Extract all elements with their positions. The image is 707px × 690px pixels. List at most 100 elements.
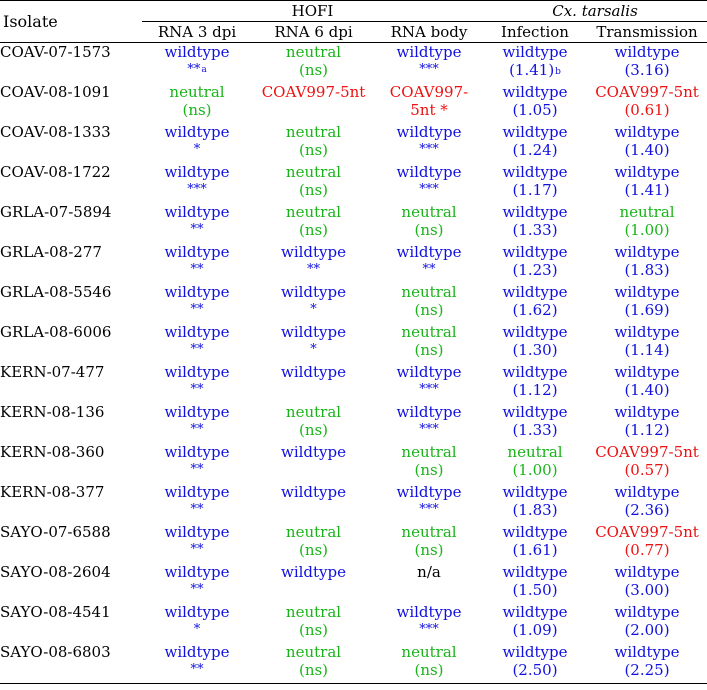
significance-label: ** bbox=[190, 262, 204, 277]
result-cell: wildtype ** bbox=[142, 403, 252, 443]
isolate-name: COAV-08-1722 bbox=[0, 163, 111, 181]
significance-label: *** bbox=[419, 182, 439, 197]
result-label: neutral bbox=[169, 83, 225, 101]
table-row: COAV-08-1333 wildtype * neutral (ns) wildtype… bbox=[0, 123, 707, 163]
isolate-name: SAYO-07-6588 bbox=[0, 523, 111, 541]
significance-label: (ns) bbox=[414, 221, 444, 239]
significance-label: (1.69) bbox=[624, 301, 670, 319]
result-label: wildtype bbox=[164, 203, 230, 221]
result-label: neutral bbox=[285, 523, 342, 541]
result-label: wildtype bbox=[164, 283, 230, 301]
result-label: wildtype bbox=[502, 203, 568, 221]
result-label: neutral bbox=[285, 603, 342, 621]
result-label: wildtype bbox=[502, 323, 568, 341]
result-label: wildtype bbox=[614, 363, 680, 381]
result-cell: wildtype bbox=[252, 443, 375, 483]
result-label: wildtype bbox=[280, 283, 347, 301]
significance-label: ** bbox=[422, 262, 436, 277]
significance-label: (ns) bbox=[298, 621, 329, 639]
significance-label: (1.00) bbox=[624, 221, 670, 239]
result-label: wildtype bbox=[502, 563, 568, 581]
significance-label: (1.12) bbox=[624, 421, 670, 439]
significance-label: ** bbox=[307, 262, 320, 277]
result-label: COAV997- bbox=[389, 83, 469, 101]
isolate-name: SAYO-08-6803 bbox=[0, 643, 142, 684]
significance-label: (1.62) bbox=[512, 301, 558, 319]
table-row: GRLA-08-277 wildtype ** wildtype ** wildtype *… bbox=[0, 243, 707, 283]
table-row: SAYO-08-6803 wildtype ** neutral (ns) neutral… bbox=[0, 643, 707, 684]
result-label: neutral bbox=[401, 443, 457, 461]
result-cell: wildtype (1.09) bbox=[483, 603, 587, 643]
result-label: wildtype bbox=[502, 163, 568, 181]
result-cell: neutral (ns) bbox=[375, 643, 483, 684]
significance-label: * bbox=[193, 622, 201, 637]
significance-label: (3.00) bbox=[624, 581, 670, 599]
result-cell: wildtype (1.83) bbox=[587, 243, 707, 283]
result-cell: wildtype (1.69) bbox=[587, 283, 707, 323]
result-label: wildtype bbox=[614, 403, 680, 421]
result-label: neutral bbox=[285, 403, 342, 421]
result-label: wildtype bbox=[164, 323, 230, 341]
isolate-name: KERN-07-477 bbox=[0, 363, 105, 381]
column-header-rna-3dpi: RNA 3 dpi bbox=[142, 21, 252, 43]
significance-label: *** bbox=[419, 382, 439, 397]
significance-label: (ns) bbox=[298, 181, 329, 199]
column-header-rna-6dpi: RNA 6 dpi bbox=[252, 21, 375, 43]
result-label: wildtype bbox=[396, 43, 462, 61]
significance-label: (ns) bbox=[298, 61, 329, 79]
significance-label: (ns) bbox=[414, 541, 444, 559]
result-cell: wildtype (1.50) bbox=[483, 563, 587, 603]
result-cell: wildtype *** bbox=[375, 43, 483, 84]
result-cell: wildtype (1.17) bbox=[483, 163, 587, 203]
significance-label: (1.83) bbox=[624, 261, 670, 279]
significance-label: (ns) bbox=[414, 461, 444, 479]
result-label: wildtype bbox=[396, 483, 462, 501]
result-label: neutral bbox=[285, 163, 342, 181]
result-cell: COAV997-5nt (0.77) bbox=[587, 523, 707, 563]
result-cell: wildtype ** bbox=[142, 443, 252, 483]
result-label: neutral bbox=[285, 203, 342, 221]
result-label: wildtype bbox=[280, 363, 347, 381]
significance-label: (1.61) bbox=[512, 541, 558, 559]
result-label: wildtype bbox=[502, 363, 568, 381]
result-cell: wildtype ** bbox=[142, 323, 252, 363]
significance-label: (ns) bbox=[298, 421, 329, 439]
group-header-cx-tarsalis: Cx. tarsalis bbox=[483, 0, 707, 22]
group-header-hofi: HOFI bbox=[142, 0, 483, 22]
significance-label: (1.41) bbox=[509, 61, 555, 79]
significance-label: (1.40) bbox=[624, 141, 670, 159]
result-cell: neutral (ns) bbox=[375, 203, 483, 243]
significance-label: (2.00) bbox=[624, 621, 670, 639]
significance-label: (1.41) bbox=[624, 181, 670, 199]
result-label: neutral bbox=[401, 323, 457, 341]
table-row: GRLA-08-5546 wildtype ** wildtype * neutral (n… bbox=[0, 283, 707, 323]
footnote-marker: a bbox=[201, 65, 207, 75]
result-cell: neutral (ns) bbox=[252, 43, 375, 84]
result-cell: neutral (ns) bbox=[375, 323, 483, 363]
result-cell: wildtype (1.41)b bbox=[483, 43, 587, 84]
significance-label: ** bbox=[190, 462, 204, 477]
significance-label: * bbox=[310, 302, 317, 317]
isolate-name: COAV-08-1333 bbox=[0, 123, 111, 141]
footnote-marker: b bbox=[555, 67, 561, 77]
significance-label: (1.05) bbox=[512, 101, 558, 119]
result-label: wildtype bbox=[280, 443, 347, 461]
result-cell: wildtype *** bbox=[375, 163, 483, 203]
result-label: wildtype bbox=[164, 363, 230, 381]
table-row: KERN-08-377 wildtype ** wildtype wildtype **… bbox=[0, 483, 707, 523]
result-cell: wildtype ** bbox=[142, 483, 252, 523]
result-cell: wildtype bbox=[252, 563, 375, 603]
significance-label: *** bbox=[419, 62, 439, 77]
significance-label: (1.09) bbox=[512, 621, 558, 639]
column-header-transmission: Transmission bbox=[587, 21, 707, 43]
isolate-name: KERN-08-136 bbox=[0, 403, 105, 421]
result-label: wildtype bbox=[396, 243, 462, 261]
result-cell: wildtype (1.33) bbox=[483, 203, 587, 243]
table-row: SAYO-08-2604 wildtype ** wildtype n/a wildty… bbox=[0, 563, 707, 603]
result-label: wildtype bbox=[164, 523, 230, 541]
result-label: wildtype bbox=[502, 123, 568, 141]
result-cell: neutral (ns) bbox=[375, 523, 483, 563]
result-cell: neutral (ns) bbox=[252, 163, 375, 203]
result-cell: wildtype (1.14) bbox=[587, 323, 707, 363]
significance-label: *** bbox=[187, 182, 207, 197]
